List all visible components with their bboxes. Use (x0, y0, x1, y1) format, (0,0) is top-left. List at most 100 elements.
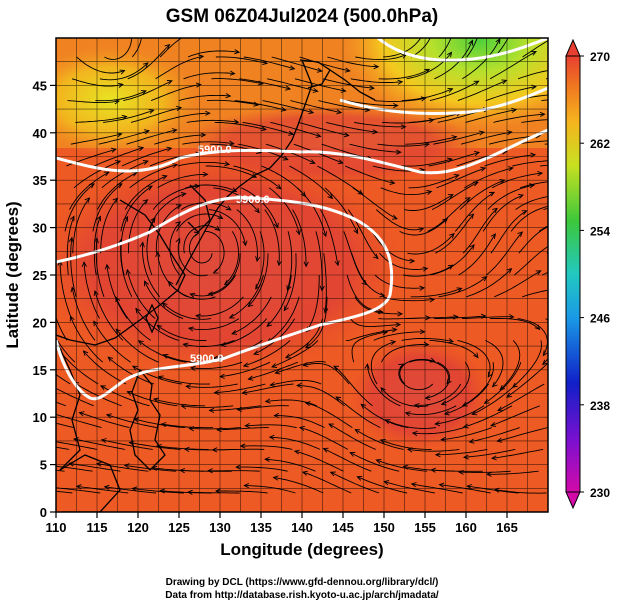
streamline (521, 119, 548, 123)
streamline-arrowhead (360, 403, 367, 410)
streamline-arrowhead (247, 301, 254, 308)
streamline (482, 194, 524, 232)
streamline (294, 450, 344, 472)
streamline (221, 318, 268, 346)
colorbar-scale (565, 55, 581, 493)
streamline-arrowhead (508, 314, 515, 320)
streamline (196, 296, 244, 317)
streamline (56, 422, 74, 429)
streamline (177, 161, 230, 167)
streamline-arrowhead (492, 207, 498, 214)
streamline (96, 463, 149, 472)
streamline-arrowhead (280, 106, 287, 112)
streamline-arrowhead (180, 403, 187, 410)
streamline-arrowhead (300, 191, 307, 197)
streamline (104, 486, 157, 494)
streamline (324, 187, 359, 234)
streamline-arrowhead (456, 287, 463, 293)
streamline (299, 427, 349, 450)
streamline-arrowhead (474, 150, 481, 156)
coastline-korea-china (56, 199, 186, 346)
streamline (427, 197, 471, 232)
streamline-arrowhead (397, 79, 404, 85)
streamline-arrowhead (404, 411, 411, 417)
streamline (274, 415, 325, 429)
x-tick-label: 150 (373, 520, 395, 535)
coastline-taiwan (145, 303, 159, 334)
streamline-arrowhead (235, 464, 241, 470)
streamline (212, 448, 265, 451)
streamline-arrowhead (21, 487, 26, 491)
streamline-arrowhead (354, 429, 361, 434)
streamline-arrowhead (442, 218, 448, 224)
streamline-arrowhead (117, 82, 124, 88)
streamline (242, 383, 294, 394)
streamline (399, 358, 435, 385)
streamline-arrowhead (507, 166, 514, 172)
streamline-arrowhead (156, 324, 163, 331)
streamline (519, 181, 548, 189)
streamline (429, 339, 479, 358)
streamline (71, 287, 96, 341)
streamline-arrowhead (451, 135, 458, 141)
streamline-arrowhead (167, 280, 174, 287)
streamline (216, 490, 268, 494)
streamline (205, 165, 257, 178)
streamline (374, 97, 426, 102)
streamline (185, 184, 237, 192)
streamline (380, 187, 432, 196)
streamline (298, 121, 349, 137)
streamline-arrowhead (46, 383, 51, 387)
streamline (315, 231, 323, 291)
streamline (133, 418, 186, 429)
streamline-arrowhead (289, 65, 296, 71)
streamline (72, 197, 90, 254)
streamline-arrowhead (166, 146, 173, 152)
y-tick-label: 35 (33, 173, 47, 188)
streamline-arrowhead (119, 69, 126, 75)
streamline (270, 121, 321, 137)
streamline (271, 56, 322, 72)
streamline-arrowhead (593, 73, 598, 77)
streamline (506, 362, 548, 398)
streamline-arrowhead (150, 217, 156, 223)
streamline-arrowhead (557, 221, 562, 225)
streamline-arrowhead (429, 297, 436, 303)
streamline (379, 252, 428, 270)
x-tick-label: 115 (87, 520, 108, 535)
streamline (208, 209, 246, 246)
streamline (435, 448, 488, 456)
streamline (103, 109, 154, 123)
streamline-arrowhead (159, 488, 165, 494)
streamline (83, 262, 100, 319)
streamline (433, 131, 484, 145)
streamline (327, 56, 379, 68)
streamline-arrowhead (200, 27, 205, 31)
streamline (189, 427, 241, 430)
streamline (518, 226, 548, 254)
streamline-arrowhead (537, 170, 544, 177)
streamline (182, 141, 234, 145)
streamline-arrowhead (276, 260, 282, 267)
streamline (299, 56, 350, 72)
streamline-arrowhead (364, 363, 370, 369)
streamline-arrowhead (223, 279, 230, 285)
streamline (485, 339, 504, 387)
streamline-arrowhead (228, 140, 235, 146)
streamline-arrowhead (295, 229, 301, 236)
streamline (76, 485, 129, 494)
streamline-arrowhead (49, 485, 54, 489)
streamline (265, 458, 316, 472)
streamline-arrowhead (322, 447, 329, 453)
streamline-arrowhead (349, 452, 356, 457)
streamline-arrowhead (447, 194, 454, 199)
streamline (56, 490, 73, 494)
streamline-arrowhead (468, 438, 475, 444)
streamline (355, 53, 407, 61)
streamline-arrowhead (148, 109, 155, 114)
streamline-arrowhead (422, 29, 426, 34)
streamline-arrowhead (438, 482, 445, 488)
streamline-arrowhead (329, 471, 336, 477)
streamline-arrowhead (356, 475, 363, 481)
streamline-arrowhead (93, 320, 99, 327)
